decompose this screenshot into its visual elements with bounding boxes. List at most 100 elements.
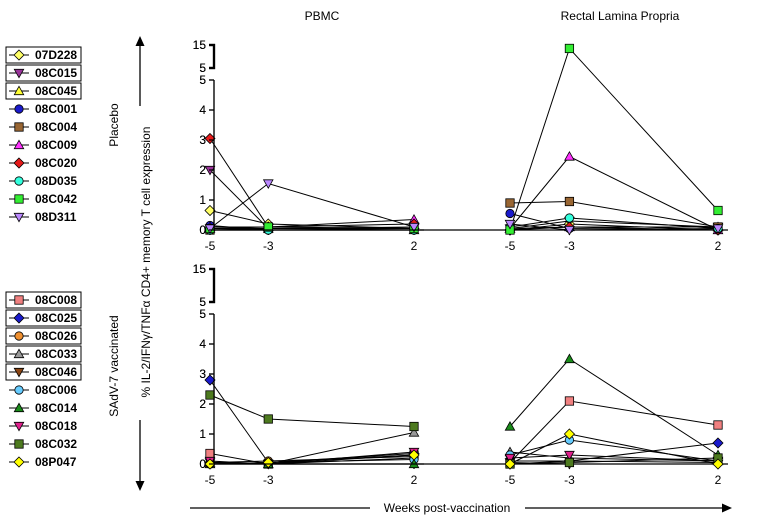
data-point-08d311	[564, 225, 575, 236]
legend-label: 07D228	[35, 48, 77, 62]
legend-entry-box	[5, 309, 82, 327]
y-tick-label: 4	[199, 103, 206, 117]
legend-entry-08c018: 08C018	[9, 419, 77, 433]
legend-marker-08c001	[14, 104, 24, 114]
y-tick-label: 5	[199, 307, 206, 321]
y-tick-label: 1	[199, 427, 206, 441]
y-axis-title: % IL-2/IFNγ/TNFα CD4+ memory T cell expr…	[139, 127, 153, 398]
y-break-tick-label: 15	[193, 262, 207, 276]
legend-label: 08C008	[35, 293, 77, 307]
legend-marker-08c008	[14, 295, 24, 305]
data-point-08p047	[262, 456, 274, 469]
column-title-rectal: Rectal Lamina Propria	[561, 9, 680, 23]
series-line-08d311	[209, 182, 415, 229]
y-tick-label: 0	[199, 457, 206, 471]
y-break-tick-label: 15	[193, 38, 207, 52]
y-tick-label: 4	[199, 337, 206, 351]
y-break-tick-label: 5	[199, 295, 206, 309]
legend-label: 08D035	[35, 174, 77, 188]
y-break-tick-label: 15	[193, 38, 207, 52]
legend-marker-08d035	[14, 176, 24, 186]
legend-label: 08C033	[35, 347, 77, 361]
data-point-08d311	[204, 224, 216, 235]
data-point-08c004	[505, 198, 515, 208]
legend-entry-box	[5, 291, 82, 309]
data-point-08c025	[712, 437, 724, 449]
legend-label: 08C042	[35, 192, 77, 206]
legend-entry-08c045: 08C045	[5, 82, 82, 100]
legend-placebo: 07D228 08C015 08C045 08C001 08C004 08C009 08C0…	[5, 46, 82, 224]
y-tick-label: 1	[199, 193, 206, 207]
legend-marker-08c009	[13, 139, 25, 150]
legend-label: 08C025	[35, 311, 77, 325]
y-tick-label: 0	[199, 223, 206, 237]
legend-marker-08c033	[13, 348, 25, 359]
legend-label: 08D311	[35, 210, 77, 224]
legend-label: 08C006	[35, 383, 77, 397]
legend-label: 08C046	[35, 365, 77, 379]
panel-pbmc-placebo: 0 1 2 3 4 5 15 5 -5 -3 2	[193, 38, 424, 253]
x-tick-label: -3	[263, 239, 274, 253]
y-tick-label: 4	[199, 337, 206, 351]
legend-label: 08C015	[35, 66, 77, 80]
y-break-tick-label: 5	[199, 61, 206, 75]
x-tick-label: -3	[564, 473, 575, 487]
x-tick-label: -5	[205, 239, 216, 253]
legend-marker-08c004	[14, 122, 24, 132]
x-arrow-right-head	[722, 503, 732, 513]
x-tick-label: 2	[411, 473, 418, 487]
legend-entry-box	[5, 46, 82, 64]
legend-marker-07d228	[13, 49, 25, 61]
legend-label: 08C026	[35, 329, 77, 343]
y-tick-label: 5	[199, 73, 206, 87]
y-tick-label: 2	[199, 163, 206, 177]
data-point-08c020	[204, 132, 216, 145]
legend-sadv-7-vaccinated: 08C008 08C025 08C026 08C033 08C046 08C006 08C0…	[5, 291, 82, 469]
legend-entry-08c001: 08C001	[9, 102, 77, 116]
legend-label: 08C004	[35, 120, 77, 134]
legend-entry-08c009: 08C009	[9, 138, 77, 152]
data-point-08d311	[712, 224, 724, 235]
data-point-08c018	[564, 450, 575, 461]
data-point-08c025	[204, 374, 216, 386]
series-line-08c014	[509, 358, 719, 456]
column-title-pbmc: PBMC	[305, 9, 340, 23]
legend-entry-08c033: 08C033	[5, 345, 82, 363]
data-point-08c032	[205, 390, 215, 400]
data-point-07d228	[204, 204, 216, 217]
legend-entry-box	[5, 363, 82, 381]
legend-marker-08c015	[13, 68, 25, 79]
y-tick-label: 4	[199, 103, 206, 117]
data-point-08d311	[408, 222, 420, 233]
legend-marker-08c025	[13, 312, 25, 324]
data-point-08d035	[564, 213, 575, 223]
data-point-08c009	[564, 150, 575, 161]
x-tick-label: 2	[715, 473, 722, 487]
data-point-08c033	[408, 426, 420, 437]
legend-label: 08C018	[35, 419, 77, 433]
y-arrow-up-head	[135, 36, 145, 46]
data-point-08c032	[564, 457, 575, 468]
x-tick-label: -3	[564, 239, 575, 253]
data-point-08d311	[504, 219, 516, 230]
legend-marker-08c045	[13, 85, 25, 96]
legend-marker-08c006	[14, 385, 24, 395]
y-break-tick-label: 5	[199, 295, 206, 309]
data-point-08c032	[409, 421, 419, 432]
y-arrow-down-head	[135, 481, 145, 491]
legend-entry-08c026: 08C026	[5, 327, 82, 345]
legend-label: 08C014	[35, 401, 77, 415]
data-point-08c042	[263, 222, 273, 232]
y-tick-label: 3	[199, 367, 206, 381]
data-point-08c014	[564, 353, 575, 364]
legend-label: 08C032	[35, 437, 77, 451]
y-tick-label: 2	[199, 163, 206, 177]
y-break-tick-label: 5	[199, 61, 206, 75]
data-point-08c042	[564, 43, 575, 54]
legend-entry-08p047: 08P047	[9, 455, 77, 469]
row-label-placebo: Placebo	[107, 103, 121, 147]
series-line-08c008	[509, 400, 719, 463]
series-line-08c009	[509, 155, 719, 231]
legend-entry-08c014: 08C014	[9, 401, 77, 415]
